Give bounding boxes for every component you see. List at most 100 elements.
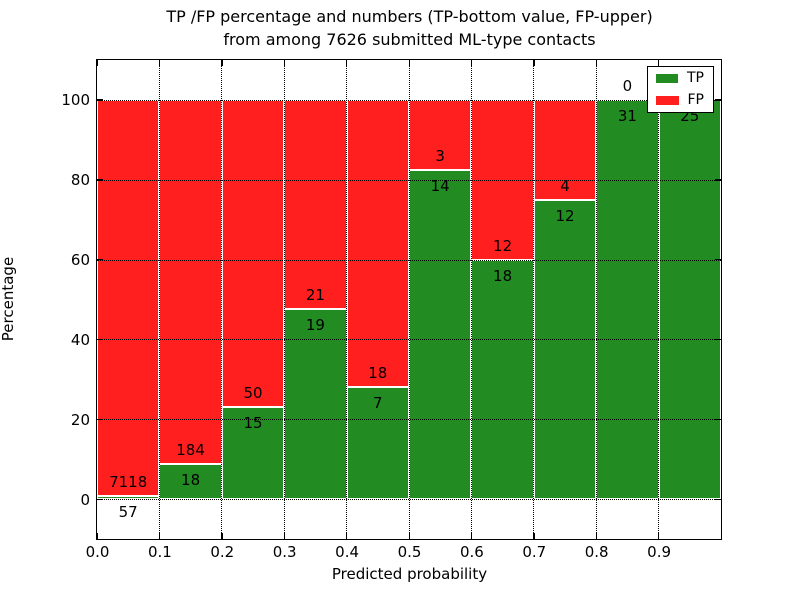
bar-segment-tp <box>409 170 472 500</box>
chart-title-line1: TP /FP percentage and numbers (TP-bottom… <box>166 7 653 26</box>
bar-segment-tp <box>346 387 409 500</box>
x-tick-mark <box>158 533 161 539</box>
bar-segment-tp <box>159 463 222 500</box>
bar-segment-tp <box>471 259 534 500</box>
tp-count-label: 18 <box>493 266 513 285</box>
bar-segment-fp <box>471 99 534 260</box>
x-tick-mark <box>96 60 98 66</box>
x-tick-mark <box>221 60 223 66</box>
bar-segment-fp <box>346 99 409 388</box>
bar-segment-fp <box>284 99 347 310</box>
x-tick-label: 0.7 <box>522 543 547 561</box>
x-tick-label: 0.5 <box>397 543 422 561</box>
x-tick-mark <box>221 533 223 539</box>
y-tick-mark <box>715 338 721 341</box>
tp-count-label: 57 <box>118 502 138 521</box>
y-tick-mark <box>97 99 103 101</box>
x-tick-mark <box>408 60 410 66</box>
bar-segment-fp <box>221 99 285 407</box>
fp-count-label: 3 <box>435 147 445 166</box>
legend-item-fp: FP <box>656 93 704 108</box>
x-tick-mark <box>96 533 98 539</box>
x-tick-mark <box>658 60 660 66</box>
gridline-vertical <box>408 60 410 539</box>
y-tick-label: 20 <box>70 410 90 429</box>
bar-segment-tp <box>533 199 597 500</box>
y-axis-label: Percentage <box>0 256 17 342</box>
x-tick-mark <box>470 533 473 539</box>
legend-label-fp: FP <box>687 92 705 108</box>
tp-count-label: 15 <box>243 413 263 432</box>
x-axis-label: Predicted probability <box>331 565 488 583</box>
x-tick-mark <box>346 533 348 539</box>
x-tick-label: 0.4 <box>335 543 360 561</box>
x-tick-label: 0.9 <box>647 543 672 561</box>
y-tick-mark <box>715 418 721 421</box>
x-tick-mark <box>720 60 722 66</box>
bar-segment-tp <box>658 99 721 500</box>
tp-count-label: 7 <box>373 394 383 413</box>
y-tick-mark <box>97 179 103 181</box>
y-tick-mark <box>715 99 721 101</box>
tp-count-label: 18 <box>181 470 201 489</box>
x-tick-mark <box>658 533 660 539</box>
x-tick-mark <box>533 533 535 539</box>
fp-count-label: 184 <box>176 440 205 459</box>
bar-segment-fp <box>533 99 597 200</box>
fp-count-label: 21 <box>305 286 325 305</box>
y-tick-mark <box>715 259 721 261</box>
bar-segment-fp <box>159 99 222 464</box>
gridline-vertical <box>533 60 535 539</box>
x-tick-mark <box>346 60 348 66</box>
x-tick-mark <box>533 60 535 66</box>
x-tick-mark <box>595 60 597 66</box>
tp-swatch-icon <box>656 74 678 83</box>
tp-count-label: 31 <box>617 106 637 125</box>
gridline-vertical <box>470 60 472 539</box>
x-tick-label: 0.8 <box>584 543 609 561</box>
x-tick-label: 0.1 <box>147 543 172 561</box>
x-tick-mark <box>158 60 161 66</box>
plot-area: TP FP 7118 57 184 18 50 15 21 19 18 7 3 14 12 18 4 12 0 3… <box>96 59 722 540</box>
x-tick-label: 0.6 <box>459 543 484 561</box>
x-tick-mark <box>470 60 473 66</box>
tp-count-label: 12 <box>555 206 575 225</box>
y-tick-mark <box>97 259 103 261</box>
bar-segment-tp <box>596 99 659 500</box>
legend-label-tp: TP <box>687 70 704 86</box>
gridline-vertical <box>346 60 348 539</box>
y-tick-mark <box>97 498 103 500</box>
x-tick-mark <box>283 60 285 66</box>
legend-item-tp: TP <box>656 71 704 86</box>
fp-count-label: 50 <box>243 383 263 402</box>
y-tick-mark <box>715 498 721 500</box>
y-tick-label: 60 <box>70 251 90 270</box>
gridline-vertical <box>595 60 597 539</box>
bar-segment-fp <box>409 99 472 171</box>
tp-count-label: 14 <box>430 177 450 196</box>
x-tick-mark <box>283 533 285 539</box>
x-tick-label: 0.3 <box>272 543 297 561</box>
x-tick-label: 0.0 <box>85 543 110 561</box>
y-tick-label: 0 <box>80 490 90 509</box>
y-tick-mark <box>97 338 103 341</box>
fp-count-label: 18 <box>368 364 388 383</box>
x-tick-mark <box>720 533 722 539</box>
y-tick-label: 80 <box>70 171 90 190</box>
fp-swatch-icon <box>656 96 679 105</box>
fp-count-label: 4 <box>560 176 570 195</box>
y-tick-label: 40 <box>70 330 90 349</box>
x-tick-label: 0.2 <box>210 543 235 561</box>
legend: TP FP <box>647 66 714 113</box>
fp-count-label: 0 <box>622 76 633 95</box>
gridline-vertical <box>283 60 285 539</box>
y-tick-label: 100 <box>61 91 90 110</box>
x-tick-mark <box>408 533 410 539</box>
gridline-vertical <box>221 60 223 539</box>
chart-title-line2: from among 7626 submitted ML-type contac… <box>223 30 596 49</box>
x-tick-mark <box>595 533 597 539</box>
bar-segment-tp <box>97 495 160 500</box>
tp-count-label: 19 <box>305 316 325 335</box>
gridline-vertical <box>658 60 660 539</box>
